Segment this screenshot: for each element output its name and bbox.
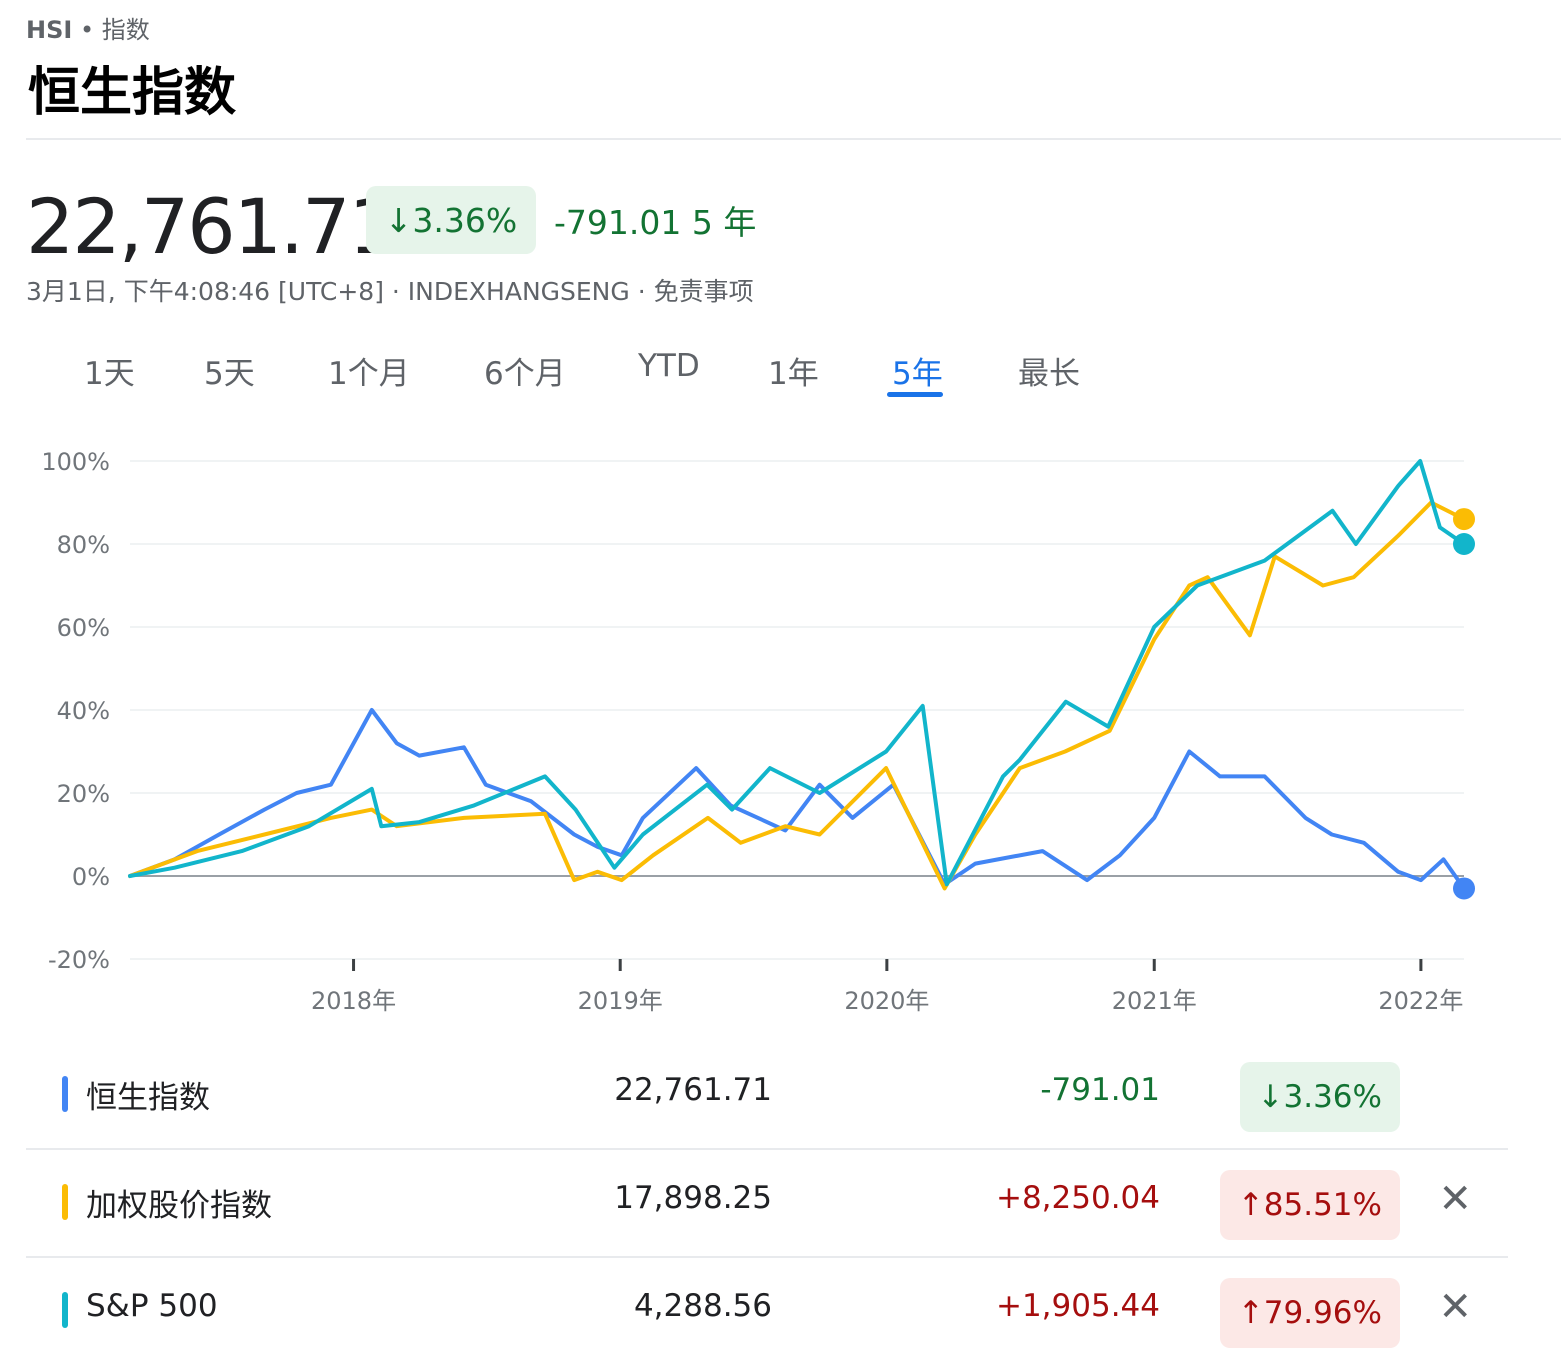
- y-tick-label: 0%: [72, 863, 110, 891]
- x-tick-label: 2019年: [578, 987, 663, 1015]
- change-period: 5 年: [691, 203, 757, 242]
- series-change: -791.01: [1040, 1072, 1160, 1108]
- series-change-percent: ↑85.51%: [1219, 1170, 1400, 1240]
- tab-1m[interactable]: 1个月: [328, 356, 410, 392]
- series-color-swatch: [62, 1184, 68, 1220]
- x-tick-label: 2021年: [1112, 987, 1197, 1015]
- arrow-down-icon: ↓: [384, 200, 413, 240]
- tab-6m[interactable]: 6个月: [484, 356, 566, 392]
- active-tab-indicator: [887, 392, 943, 397]
- y-tick-label: -20%: [48, 946, 110, 974]
- close-icon[interactable]: ✕: [1438, 1176, 1472, 1222]
- comparison-chart[interactable]: 100%80%60%40%20%0%-20% 2018年 2019年 2020年 20…: [0, 420, 1561, 1030]
- y-tick-label: 40%: [57, 697, 110, 725]
- series-line-3: [128, 459, 1466, 887]
- x-tick-label: 2022年: [1378, 987, 1463, 1015]
- series-value: 17,898.25: [614, 1180, 772, 1216]
- series-end-markers: [1453, 508, 1475, 900]
- y-axis-labels: 100% 80% 60% 40% 20% 0% -20%: [41, 448, 110, 974]
- x-tick-label: 2018年: [311, 987, 396, 1015]
- close-icon[interactable]: ✕: [1438, 1284, 1472, 1330]
- series-color-swatch: [62, 1292, 68, 1328]
- exchange-code: INDEXHANGSENG: [407, 277, 630, 306]
- change-percent-badge: ↓ 3.36%: [366, 186, 536, 254]
- quote-timestamp: 3月1日, 下午4:08:46 [UTC+8]: [26, 277, 384, 306]
- tab-max[interactable]: 最长: [1018, 356, 1080, 392]
- tab-1y[interactable]: 1年: [768, 356, 819, 392]
- series-change: +1,905.44: [995, 1288, 1160, 1324]
- y-tick-label: 60%: [57, 614, 110, 642]
- tab-5d[interactable]: 5天: [204, 356, 255, 392]
- breadcrumb: HSI • 指数: [26, 10, 150, 45]
- chart-series: [128, 459, 1466, 891]
- header-divider: [26, 138, 1561, 140]
- change-percent: 3.36%: [412, 200, 518, 240]
- series-change-percent: ↑79.96%: [1219, 1278, 1400, 1348]
- tab-5y[interactable]: 5年: [892, 356, 943, 392]
- change-summary: -791.01 5 年: [554, 196, 756, 244]
- breadcrumb-separator: •: [79, 16, 95, 44]
- tab-ytd[interactable]: YTD: [638, 348, 700, 384]
- instrument-category: 指数: [101, 16, 150, 44]
- ticker-symbol: HSI: [26, 16, 73, 44]
- x-tick-label: 2020年: [844, 987, 929, 1015]
- y-tick-label: 20%: [57, 780, 110, 808]
- change-absolute: -791.01: [554, 203, 682, 242]
- series-name: 恒生指数: [86, 1080, 210, 1116]
- series-change-percent: ↓3.36%: [1239, 1062, 1400, 1132]
- x-axis: 2018年 2019年 2020年 2021年 2022年: [311, 959, 1463, 1015]
- meta-separator: ·: [383, 277, 408, 306]
- series-value: 4,288.56: [633, 1288, 772, 1324]
- series-line-1: [128, 708, 1466, 891]
- meta-separator: ·: [629, 277, 654, 306]
- series-name: S&P 500: [86, 1288, 218, 1324]
- series-end-dot: [1453, 508, 1475, 531]
- series-end-dot: [1453, 877, 1475, 900]
- y-tick-label: 80%: [57, 531, 110, 559]
- row-divider: [26, 1148, 1508, 1150]
- current-price: 22,761.71: [26, 182, 397, 271]
- page-title: 恒生指数: [28, 63, 237, 123]
- tab-1d[interactable]: 1天: [84, 356, 135, 392]
- series-change: +8,250.04: [995, 1180, 1160, 1216]
- disclaimer-link[interactable]: 免责事项: [653, 277, 754, 306]
- series-color-swatch: [62, 1076, 68, 1112]
- legend-row[interactable]: 恒生指数 22,761.71 -791.01 ↓3.36%: [26, 1050, 1508, 1142]
- y-tick-label: 100%: [41, 448, 110, 476]
- series-end-dot: [1453, 533, 1475, 555]
- legend-row[interactable]: 加权股价指数 17,898.25 +8,250.04 ↑85.51% ✕: [26, 1158, 1508, 1250]
- legend-row[interactable]: S&P 500 4,288.56 +1,905.44 ↑79.96% ✕: [26, 1266, 1508, 1358]
- chart-grid: [130, 460, 1464, 960]
- series-value: 22,761.71: [614, 1072, 772, 1108]
- series-name: 加权股价指数: [86, 1188, 272, 1224]
- quote-meta: 3月1日, 下午4:08:46 [UTC+8] · INDEXHANGSENG …: [26, 272, 754, 308]
- row-divider: [26, 1256, 1508, 1258]
